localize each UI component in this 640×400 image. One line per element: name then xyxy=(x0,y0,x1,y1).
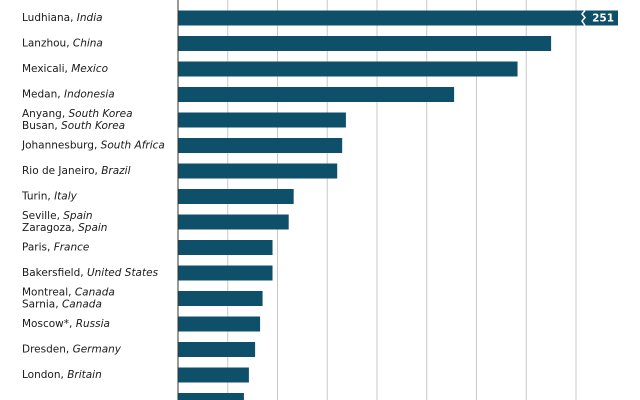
country: Mexico xyxy=(71,63,108,75)
city: Johannesburg xyxy=(21,140,94,152)
city: Anyang xyxy=(22,108,62,120)
separator: , xyxy=(61,369,68,381)
country: Russia xyxy=(76,318,110,330)
separator: , xyxy=(68,287,75,299)
country: South Korea xyxy=(61,120,125,132)
country: Indonesia xyxy=(64,89,115,101)
category-label: Busan, South Korea xyxy=(22,120,125,132)
bar xyxy=(178,138,343,153)
bar xyxy=(178,316,261,332)
bar xyxy=(178,112,346,128)
separator: , xyxy=(57,89,64,101)
category-label: Mexicali, Mexico xyxy=(22,63,108,75)
city: Sarnia xyxy=(22,299,55,311)
bar xyxy=(178,163,338,179)
separator: , xyxy=(95,165,102,177)
country: Spain xyxy=(63,210,92,222)
category-label: Moscow*, Russia xyxy=(22,318,110,330)
category-label: Medan, Indonesia xyxy=(22,89,115,101)
value-label: 251 xyxy=(592,13,614,25)
separator: , xyxy=(47,191,54,203)
city: London xyxy=(22,369,61,381)
country: United States xyxy=(87,267,159,279)
city: Dresden xyxy=(22,344,66,356)
separator: , xyxy=(65,63,72,75)
category-label: Paris, France xyxy=(22,242,89,254)
country: South Korea xyxy=(69,108,133,120)
separator: , xyxy=(55,299,62,311)
country: Britain xyxy=(67,369,102,381)
country: France xyxy=(54,242,90,254)
bar xyxy=(178,61,518,77)
city: Moscow* xyxy=(22,318,69,330)
city: Seville xyxy=(22,210,57,222)
bar xyxy=(178,367,249,383)
country: Italy xyxy=(54,191,78,203)
category-label: Anyang, South Korea xyxy=(22,108,133,120)
category-label: Seville, Spain xyxy=(22,210,93,222)
city: Lanzhou xyxy=(22,38,66,50)
separator: , xyxy=(69,318,76,330)
separator: , xyxy=(80,267,87,279)
separator: , xyxy=(71,222,78,234)
category-label: London, Britain xyxy=(22,369,102,381)
city: Mexicali xyxy=(22,63,65,75)
city: Rio de Janeiro xyxy=(22,165,95,177)
separator: , xyxy=(66,38,73,50)
bar xyxy=(178,87,455,102)
separator: , xyxy=(62,108,69,120)
bar xyxy=(178,240,273,255)
separator: , xyxy=(54,120,61,132)
category-label: Sarnia, Canada xyxy=(22,299,102,311)
country: Canada xyxy=(62,299,102,311)
country: India xyxy=(77,12,103,24)
country: China xyxy=(73,38,103,50)
category-label: Montreal, Canada xyxy=(22,287,115,299)
bar xyxy=(178,214,289,230)
country: Spain xyxy=(78,222,107,234)
bar xyxy=(178,342,256,357)
category-label: Johannesburg, South Africa xyxy=(21,140,165,152)
city: Ludhiana xyxy=(22,12,70,24)
bar xyxy=(178,291,263,306)
city: Paris xyxy=(22,242,47,254)
city: Montreal xyxy=(22,287,68,299)
bar xyxy=(178,265,273,281)
city: Bakersfield xyxy=(22,267,80,279)
bar xyxy=(178,393,244,400)
separator: , xyxy=(57,210,64,222)
category-label: Ludhiana, India xyxy=(22,12,103,24)
bar xyxy=(178,189,294,204)
country: South Africa xyxy=(101,140,165,152)
separator: , xyxy=(70,12,77,24)
city: Zaragoza xyxy=(22,222,71,234)
category-label: Turin, Italy xyxy=(21,191,78,203)
category-label: Bakersfield, United States xyxy=(22,267,159,279)
category-label: Lanzhou, China xyxy=(22,38,103,50)
city: Medan xyxy=(22,89,57,101)
separator: , xyxy=(94,140,101,152)
country: Brazil xyxy=(101,165,130,177)
separator: , xyxy=(66,344,73,356)
separator: , xyxy=(47,242,54,254)
bar xyxy=(178,10,618,26)
category-label: Zaragoza, Spain xyxy=(22,222,107,234)
category-label: Dresden, Germany xyxy=(22,344,122,356)
bar xyxy=(178,36,552,51)
city: Turin xyxy=(21,191,47,203)
city: Busan xyxy=(22,120,54,132)
axis-break xyxy=(581,10,586,26)
category-label: Rio de Janeiro, Brazil xyxy=(22,165,131,177)
country: Germany xyxy=(73,344,122,356)
country: Canada xyxy=(75,287,115,299)
